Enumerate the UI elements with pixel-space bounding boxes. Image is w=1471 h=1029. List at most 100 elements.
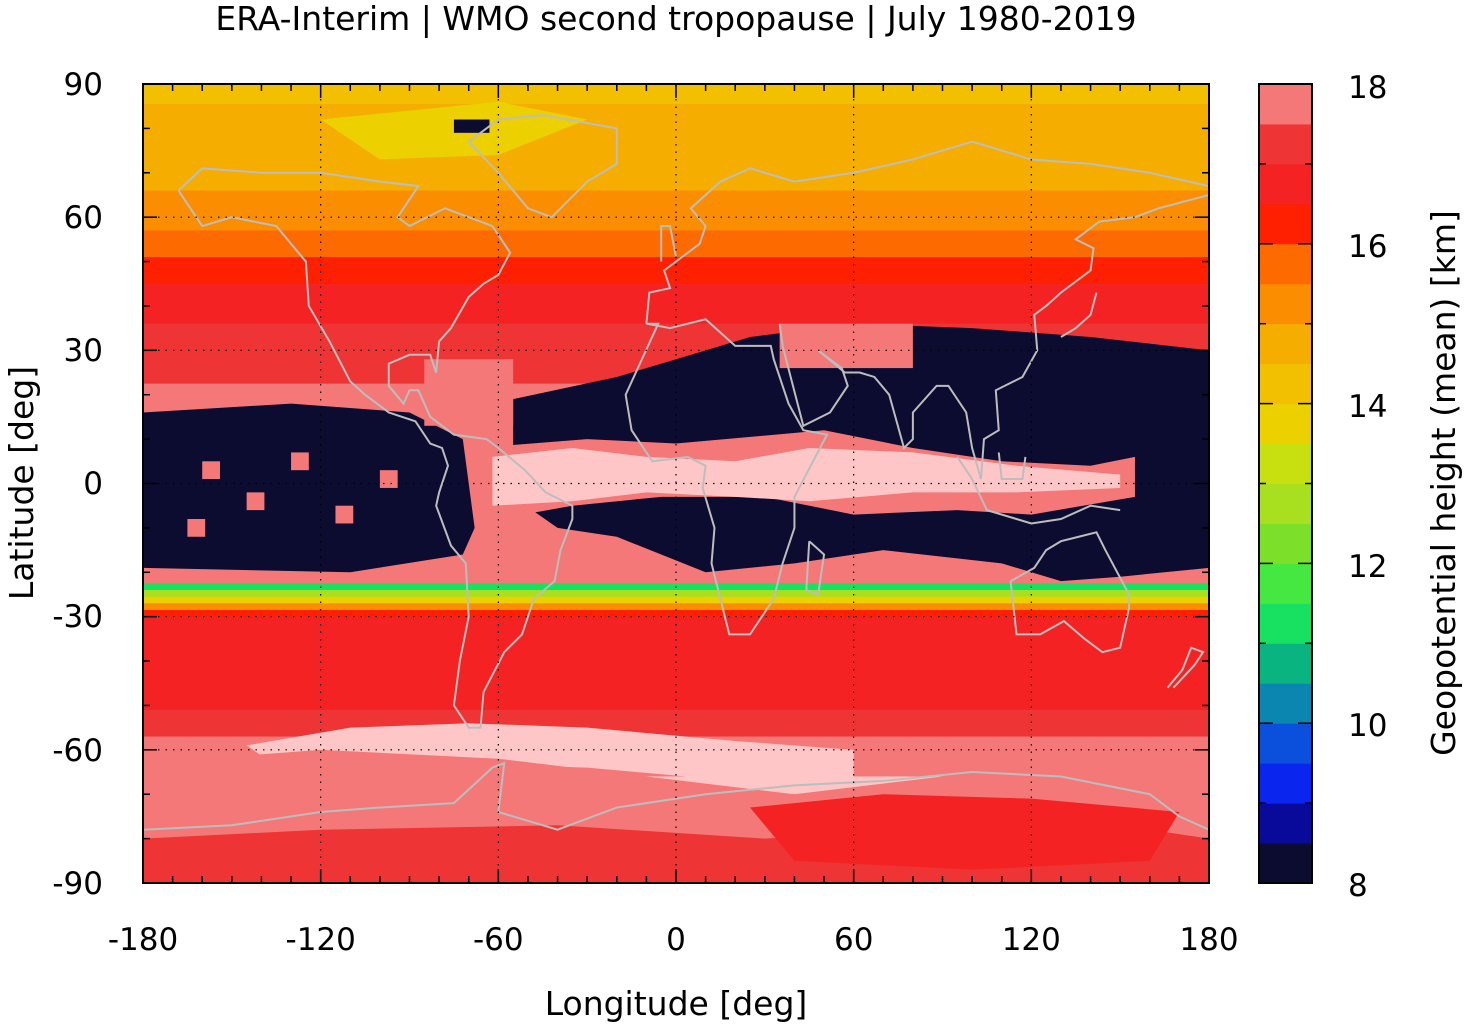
coastline bbox=[645, 140, 1209, 324]
colorbar-swatch bbox=[1259, 763, 1312, 804]
chart-title: ERA-Interim | WMO second tropopause | Ju… bbox=[215, 0, 1136, 38]
heatmap-cell bbox=[143, 616, 1209, 624]
heatmap-cell bbox=[143, 856, 1209, 864]
y-axis-label: Latitude [deg] bbox=[2, 366, 41, 600]
heatmap-cell bbox=[143, 337, 1209, 345]
heatmap-cell bbox=[143, 263, 1209, 272]
heatmap-cell bbox=[143, 610, 1209, 618]
heatmap-cell bbox=[143, 203, 1209, 212]
heatmap-cell bbox=[143, 143, 1209, 152]
heatmap-cell bbox=[143, 836, 1209, 844]
colorbar-swatch bbox=[1259, 563, 1312, 604]
colorbar-tick-label: 12 bbox=[1348, 549, 1387, 585]
y-tick-label: -90 bbox=[52, 866, 103, 902]
colorbar-swatch bbox=[1259, 203, 1312, 245]
colorbar-swatch bbox=[1259, 843, 1312, 884]
heatmap-cell bbox=[143, 157, 1209, 165]
coastline bbox=[1009, 531, 1131, 654]
colorbar-swatch bbox=[1259, 283, 1312, 325]
heatmap-cell bbox=[143, 709, 1209, 718]
heatmap-cell bbox=[453, 119, 490, 133]
colorbar-swatch bbox=[1259, 523, 1312, 564]
heatmap-cell bbox=[779, 323, 913, 369]
heatmap-cell bbox=[246, 492, 265, 511]
colorbar-swatch bbox=[1259, 443, 1312, 484]
coastline bbox=[660, 225, 677, 262]
heatmap-cell bbox=[143, 649, 1209, 658]
colorbar-tick-labels: 18 16 14 12 10 8 bbox=[1348, 70, 1387, 904]
coastline bbox=[956, 456, 1121, 525]
heatmap-cell bbox=[143, 137, 1209, 145]
heatmap-cell bbox=[202, 461, 220, 480]
heatmap-cell bbox=[379, 470, 398, 488]
heatmap-cell bbox=[143, 656, 1209, 664]
coastline bbox=[467, 114, 618, 219]
heatmap-cell bbox=[143, 829, 1209, 837]
heatmap-cell bbox=[143, 623, 1209, 631]
x-tick-labels: -180 -120 -60 0 60 120 180 bbox=[108, 922, 1239, 958]
heatmap-cell bbox=[143, 297, 1209, 305]
heatmap-cell bbox=[143, 330, 1209, 338]
heatmap-cell bbox=[143, 669, 1209, 678]
heatmap-cell bbox=[143, 590, 1209, 598]
colorbar-tick-label: 8 bbox=[1348, 868, 1368, 904]
heatmap-cell bbox=[143, 689, 1209, 698]
coastline bbox=[1166, 646, 1205, 689]
colorbar-swatch bbox=[1259, 363, 1312, 405]
axis-ticks bbox=[142, 83, 1210, 884]
y-tick-label: 60 bbox=[64, 200, 103, 236]
coastline bbox=[778, 194, 1209, 480]
colorbar-swatch bbox=[1259, 603, 1312, 644]
coastline bbox=[143, 761, 1209, 831]
colorbar-swatch bbox=[1259, 84, 1312, 125]
heatmap-cell bbox=[143, 150, 1209, 158]
heatmap-cell bbox=[143, 663, 1209, 671]
heatmap-cell bbox=[143, 237, 1209, 245]
colorbar-tick-label: 18 bbox=[1348, 70, 1387, 106]
x-tick-label: -180 bbox=[108, 922, 178, 958]
heatmap-cell bbox=[143, 117, 1209, 125]
heatmap-cell bbox=[143, 849, 1209, 857]
heatmap-cell bbox=[143, 270, 1209, 278]
heatmap-cell bbox=[143, 130, 1209, 138]
heatmap-cell bbox=[187, 519, 206, 537]
heatmap-cell bbox=[143, 863, 1209, 871]
x-axis-label: Longitude [deg] bbox=[545, 984, 808, 1023]
colorbar-ticks bbox=[1259, 83, 1312, 884]
coastline bbox=[997, 452, 1027, 481]
y-tick-label: 30 bbox=[64, 333, 103, 369]
colorbar-tick-label: 16 bbox=[1348, 229, 1387, 265]
heatmap-cell bbox=[291, 452, 309, 471]
x-tick-label: -120 bbox=[286, 922, 356, 958]
heatmap-cell bbox=[143, 210, 1209, 218]
heatmap-cell bbox=[143, 596, 1209, 604]
colorbar-swatch bbox=[1259, 243, 1312, 285]
heatmap-area bbox=[143, 84, 1209, 883]
heatmap-cell bbox=[143, 716, 1209, 724]
grid-lines bbox=[143, 84, 1209, 883]
coastline bbox=[1060, 292, 1098, 338]
heatmap-cell bbox=[143, 729, 1209, 738]
colorbar-swatch bbox=[1259, 403, 1312, 445]
colorbar-swatch bbox=[1259, 483, 1312, 524]
colorbar-swatch bbox=[1259, 683, 1312, 724]
heatmap-cell bbox=[143, 843, 1209, 851]
heatmap-cell bbox=[143, 183, 1209, 192]
heatmap-cell bbox=[143, 683, 1209, 691]
heatmap-cell bbox=[143, 277, 1209, 285]
x-tick-label: 60 bbox=[834, 922, 873, 958]
y-tick-label: -30 bbox=[52, 599, 103, 635]
heatmap-cell bbox=[143, 317, 1209, 325]
tropical-gap-layer bbox=[143, 101, 1209, 870]
heatmap-cell bbox=[492, 447, 1121, 506]
colorbar-swatch bbox=[1259, 723, 1312, 764]
x-tick-label: -60 bbox=[473, 922, 524, 958]
colorbar-swatch bbox=[1259, 123, 1312, 165]
coastline bbox=[624, 318, 829, 636]
heatmap-cell bbox=[143, 303, 1209, 311]
y-tick-label: -60 bbox=[52, 733, 103, 769]
heatmap-cell bbox=[143, 570, 1209, 578]
heatmap-cell bbox=[143, 97, 1209, 105]
colorbar-label: Geopotential height (mean) [km] bbox=[1424, 210, 1463, 756]
